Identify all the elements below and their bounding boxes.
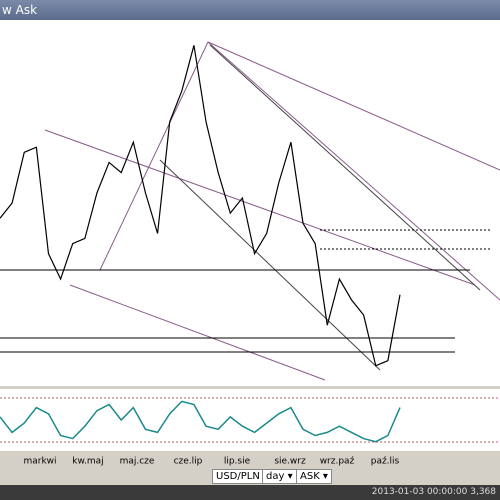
period-select[interactable]: day ▾: [262, 469, 297, 484]
status-bar: 2013-01-03 00:00:00 3,368: [0, 485, 500, 500]
x-axis-label: maj.cze: [120, 457, 155, 467]
price-panel: [0, 20, 500, 386]
title-bar: w Ask: [0, 0, 500, 20]
x-axis-label: lip.sie: [224, 457, 251, 467]
oscillator-line: [0, 400, 401, 443]
chart: markwi kw.maj maj.cze cze.lip lip.sie sie.wrz…: [0, 20, 500, 467]
side-select[interactable]: ASK ▾: [296, 469, 332, 484]
horizontal-lines: [0, 229, 490, 353]
x-axis-label: sie.wrz: [274, 457, 306, 467]
oscillator-panel: [0, 389, 500, 451]
x-axis-label: cze.lip: [174, 457, 203, 467]
x-axis-label: kw.maj: [72, 457, 103, 467]
channel-lines: [159, 44, 481, 371]
x-axis-label: markwi: [23, 457, 56, 467]
toolbar: USD/PLN ▾ day ▾ ASK ▾: [0, 467, 500, 485]
price-line: [0, 45, 401, 367]
trend-lines: [44, 41, 500, 381]
x-axis-label: paź.lis: [371, 457, 400, 467]
oscillator-levels: [0, 397, 500, 443]
x-axis-label: wrz.paź: [320, 457, 355, 467]
symbol-select[interactable]: USD/PLN ▾: [212, 469, 273, 484]
